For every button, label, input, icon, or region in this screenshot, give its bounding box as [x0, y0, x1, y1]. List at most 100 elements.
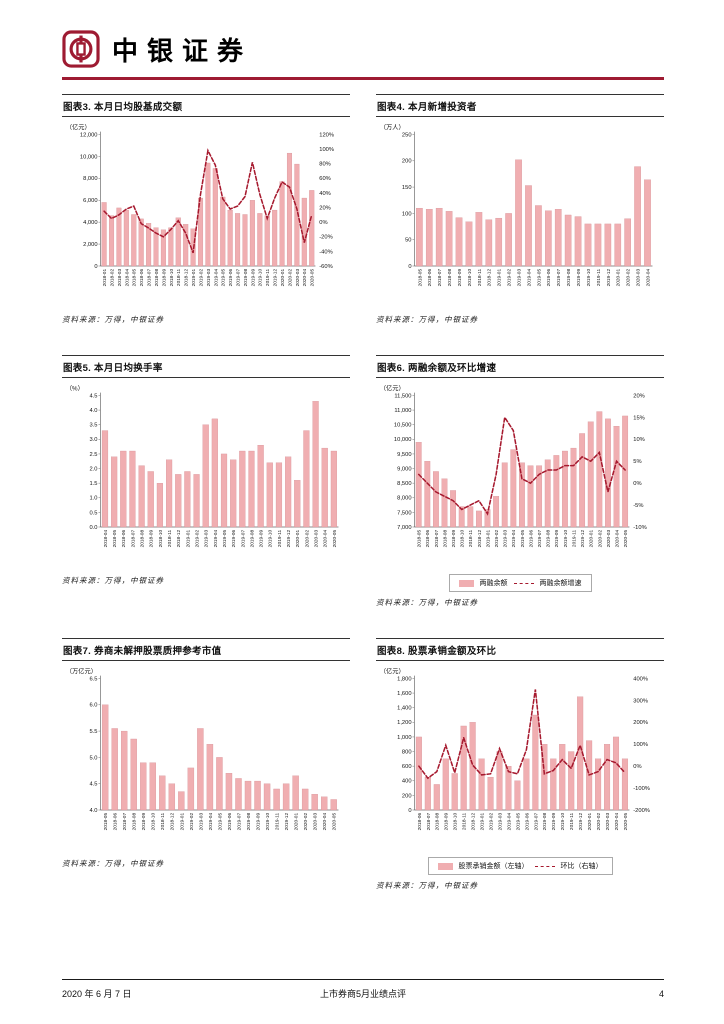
svg-text:2019-12: 2019-12	[284, 813, 290, 831]
svg-text:9,500: 9,500	[397, 452, 411, 458]
svg-text:12,000: 12,000	[80, 132, 98, 138]
svg-text:2019-10: 2019-10	[268, 530, 274, 548]
svg-text:2019-07: 2019-07	[533, 813, 539, 831]
svg-text:2020-03: 2020-03	[295, 269, 301, 287]
svg-text:1,800: 1,800	[397, 677, 411, 683]
svg-text:9,000: 9,000	[397, 467, 411, 473]
svg-text:0: 0	[408, 264, 411, 270]
svg-text:600: 600	[402, 764, 412, 770]
svg-text:2019-09: 2019-09	[259, 530, 265, 548]
svg-text:2019-04: 2019-04	[511, 530, 517, 548]
svg-text:8,000: 8,000	[397, 496, 411, 502]
svg-text:2018-07: 2018-07	[437, 269, 443, 287]
svg-text:2019-12: 2019-12	[286, 530, 292, 548]
chart-6-legend: 两融余额 两融余额增速	[448, 574, 592, 593]
figure-3: 图表3. 本月日均股基成交额 （亿元） 0 2,000 4,000 6,000 8,000…	[62, 94, 350, 325]
svg-text:2019-11: 2019-11	[277, 530, 283, 548]
svg-text:120%: 120%	[319, 132, 334, 138]
brand-name: 中银证券	[112, 36, 253, 66]
svg-text:-5%: -5%	[633, 503, 643, 509]
svg-text:-40%: -40%	[319, 249, 332, 255]
svg-text:2019-12: 2019-12	[606, 269, 612, 287]
page-footer: 2020 年 6 月 7 日 上市券商5月业绩点评 4	[62, 979, 664, 1000]
chart-6-canvas: （亿元） 7,000 7,500 8,000 8,500 9,000 9,500 10,000…	[376, 383, 664, 573]
svg-text:2019-02: 2019-02	[198, 269, 204, 287]
svg-text:6.5: 6.5	[90, 677, 98, 683]
svg-text:2018-12: 2018-12	[477, 530, 483, 548]
svg-text:2019-01: 2019-01	[191, 269, 197, 287]
svg-text:2019-07: 2019-07	[556, 269, 562, 287]
svg-text:2018-12: 2018-12	[170, 813, 176, 831]
svg-text:2019-12: 2019-12	[273, 269, 279, 287]
chart-title-3: 图表3. 本月日均股基成交额	[62, 94, 350, 117]
svg-text:2018-09: 2018-09	[444, 813, 450, 831]
svg-text:2020-04: 2020-04	[614, 530, 620, 548]
svg-text:2020-01: 2020-01	[294, 813, 300, 831]
svg-text:2019-10: 2019-10	[258, 269, 264, 287]
svg-text:2019-06: 2019-06	[528, 530, 534, 548]
svg-text:3.5: 3.5	[90, 423, 98, 429]
svg-text:2018-10: 2018-10	[158, 530, 164, 548]
svg-text:2019-11: 2019-11	[569, 813, 575, 831]
svg-text:10,000: 10,000	[394, 437, 412, 443]
svg-text:2018-09: 2018-09	[149, 530, 155, 548]
chart-8-canvas: （亿元） 0 200 400 600 800 1,000 1,200 1,400 1,600 1,8…	[376, 666, 664, 856]
figure-7: 图表7. 券商未解押股票质押参考市值 （万亿元） 4.0 4.5 5.0 5.5 6.0 6…	[62, 638, 350, 891]
chart-8-legend: 股票承销金额（左轴） 环比（右轴）	[427, 857, 613, 876]
svg-text:2019-11: 2019-11	[571, 530, 577, 548]
figure-4: 图表4. 本月新增投资者 （万人） 0 50 100 150 200 250 2018-05 2…	[376, 94, 664, 325]
chart-4-canvas: （万人） 0 50 100 150 200 250 2018-05 2018-06 2018-07…	[376, 122, 664, 312]
svg-text:4.5: 4.5	[90, 782, 98, 788]
chart-title-7: 图表7. 券商未解押股票质押参考市值	[62, 638, 350, 662]
svg-text:2019-02: 2019-02	[189, 813, 195, 831]
chart-title-5: 图表5. 本月日均换手率	[62, 355, 350, 379]
svg-text:2018-08: 2018-08	[140, 530, 146, 548]
svg-text:200: 200	[402, 159, 412, 165]
svg-text:2019-01: 2019-01	[480, 813, 486, 831]
svg-text:2018-12: 2018-12	[471, 813, 477, 831]
svg-text:4.5: 4.5	[90, 393, 98, 399]
svg-text:800: 800	[402, 750, 412, 756]
svg-text:50: 50	[405, 238, 411, 244]
svg-text:2018-07: 2018-07	[426, 813, 432, 831]
svg-text:2020-03: 2020-03	[605, 813, 611, 831]
svg-text:2020-03: 2020-03	[636, 269, 642, 287]
svg-text:2018-11: 2018-11	[468, 530, 474, 548]
svg-text:1,200: 1,200	[397, 720, 411, 726]
svg-text:2018-04: 2018-04	[103, 530, 109, 548]
svg-text:2019-09: 2019-09	[551, 813, 557, 831]
svg-text:2018-08: 2018-08	[447, 269, 453, 287]
header-rule	[62, 77, 664, 80]
source-note-5: 资料来源：万得，中银证券	[62, 576, 164, 586]
charts-grid: 图表3. 本月日均股基成交额 （亿元） 0 2,000 4,000 6,000 8,000…	[62, 94, 664, 891]
svg-text:2018-09: 2018-09	[451, 530, 457, 548]
svg-text:2019-02: 2019-02	[488, 813, 494, 831]
svg-text:2019-06: 2019-06	[231, 530, 237, 548]
svg-text:2019-03: 2019-03	[198, 813, 204, 831]
legend-bar-swatch	[437, 862, 453, 870]
svg-text:2019-04: 2019-04	[213, 530, 219, 548]
svg-text:10,500: 10,500	[394, 423, 412, 429]
legend-line-label: 两融余额增速	[539, 580, 582, 588]
svg-text:1.0: 1.0	[90, 496, 98, 502]
svg-text:2020-04: 2020-04	[645, 269, 651, 287]
svg-text:7,500: 7,500	[397, 510, 411, 516]
svg-text:2018-01: 2018-01	[102, 269, 108, 287]
svg-text:-200%: -200%	[633, 808, 650, 814]
svg-text:（%）: （%）	[66, 386, 84, 393]
svg-text:（亿元）: （亿元）	[66, 124, 91, 132]
svg-text:2,000: 2,000	[83, 242, 97, 248]
svg-text:2018-06: 2018-06	[425, 530, 431, 548]
svg-text:2018-09: 2018-09	[141, 813, 147, 831]
svg-text:2020-02: 2020-02	[304, 530, 310, 548]
legend-bar-label: 股票承销金额（左轴）	[458, 863, 529, 871]
svg-text:2018-05: 2018-05	[112, 530, 118, 548]
chart-title-8: 图表8. 股票承销金额及环比	[376, 638, 664, 662]
svg-text:80%: 80%	[319, 162, 331, 168]
svg-text:2018-08: 2018-08	[442, 530, 448, 548]
svg-text:2019-01: 2019-01	[485, 530, 491, 548]
svg-text:2019-03: 2019-03	[503, 530, 509, 548]
svg-text:0.5: 0.5	[90, 510, 98, 516]
chart-5-canvas: （%） 0.0 0.5 1.0 1.5 2.0 2.5 3.0 3.5 4.0 4.5 2018-04…	[62, 383, 350, 573]
